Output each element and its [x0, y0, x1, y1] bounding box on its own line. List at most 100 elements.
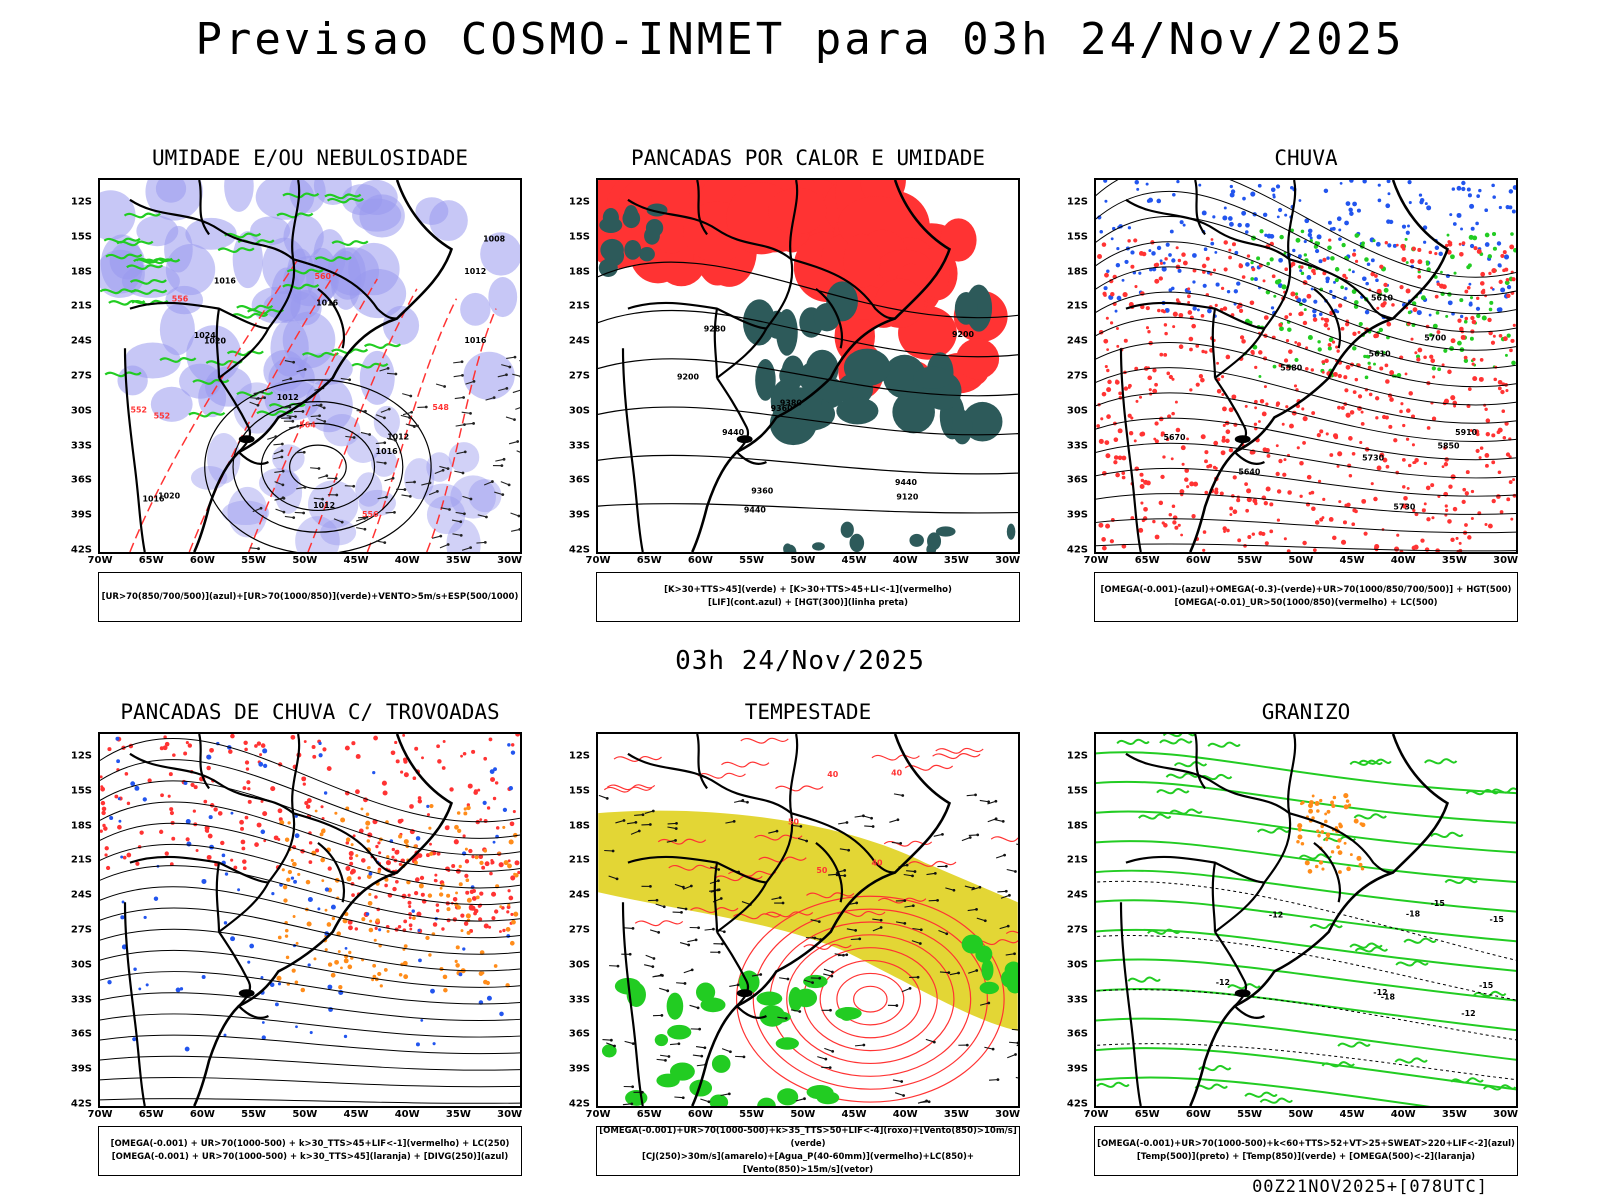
omega-red-dot — [1449, 241, 1453, 245]
omega-blue-dot — [1202, 283, 1207, 288]
omega500-orange-dot — [1343, 804, 1349, 810]
precip-water-contour — [758, 856, 807, 863]
omega-red-dot — [1222, 526, 1227, 531]
omega-blue-dot — [1511, 209, 1516, 214]
thunder-orange-dot — [413, 860, 418, 865]
wind850-vector-head — [870, 816, 873, 820]
omega-red-dot — [1301, 407, 1305, 411]
wind850-green-area — [794, 988, 818, 1008]
wind850-green-area — [700, 997, 726, 1013]
omega-red-dot — [1254, 365, 1258, 369]
omega-red-dot — [1204, 450, 1209, 455]
thunder-red-dot — [452, 917, 457, 922]
precip-water-contour — [837, 910, 886, 917]
wind850-green-area — [1006, 975, 1018, 994]
omega500-orange-dot — [1338, 822, 1342, 826]
omega-blue-dot — [1124, 259, 1129, 264]
wind-vector — [439, 465, 449, 470]
wind850-vector-head — [674, 827, 678, 830]
divergence-blue-dot — [323, 791, 328, 795]
thunder-red-dot — [479, 818, 483, 822]
divergence-blue-dot — [499, 1011, 504, 1017]
omega-red-dot — [1171, 411, 1175, 416]
omega-red-dot — [1189, 347, 1193, 352]
thunder-red-dot — [412, 776, 417, 781]
omega-red-dot — [1302, 320, 1308, 326]
wind-vector-head — [492, 396, 496, 400]
divergence-blue-dot — [430, 988, 435, 994]
thunder-red-dot — [244, 760, 250, 765]
omega-red-dot — [1244, 404, 1248, 408]
omega-red-dot — [1363, 531, 1368, 536]
green-instability-area — [849, 533, 865, 552]
omega500-orange-dot — [1331, 803, 1336, 808]
thunder-red-dot — [241, 846, 246, 851]
omega-blue-dot — [1456, 185, 1462, 191]
contour-label: 1012 — [313, 501, 335, 510]
wind-vector — [519, 359, 520, 362]
green-instability-area — [600, 238, 624, 262]
omega-red-dot — [1246, 254, 1251, 258]
border-line — [735, 451, 767, 465]
omega-red-dot — [1436, 282, 1441, 286]
omega-red-dot — [1509, 244, 1515, 250]
omega-green-dot — [1428, 333, 1433, 337]
wind850-vector — [679, 942, 689, 946]
wind850-green-area — [654, 1034, 669, 1047]
omega-blue-dot — [1325, 279, 1330, 284]
wind-vector-head — [518, 528, 520, 531]
contour-label: -12 — [1373, 988, 1387, 997]
thunder-orange-dot — [455, 891, 458, 895]
wind850-vector-head — [994, 799, 998, 803]
hgt300-contour — [598, 406, 1018, 436]
wind850-vector — [892, 1079, 902, 1083]
lon-tick-label: 50W — [292, 1109, 318, 1120]
thunder-orange-dot — [438, 892, 444, 897]
divergence-blue-dot — [142, 797, 147, 802]
omega500-orange-dot — [1348, 803, 1352, 807]
omega-green-dot — [1294, 357, 1299, 363]
thunder-red-dot — [444, 825, 450, 831]
hgt500-contour — [1096, 467, 1516, 497]
omega-red-dot — [1191, 514, 1196, 519]
omega-blue-dot — [1345, 201, 1351, 206]
contour-label: 9440 — [722, 428, 745, 437]
thunder-orange-dot — [503, 860, 509, 866]
omega-red-dot — [1212, 268, 1217, 272]
wind850-vector-head — [694, 938, 698, 942]
thunder-orange-dot — [466, 897, 472, 903]
wind-vector-head — [469, 546, 472, 549]
border-line — [292, 258, 398, 320]
wind-vector-head — [505, 387, 509, 390]
lat-tick-label: 24S — [568, 335, 590, 347]
thunder-orange-dot — [403, 944, 408, 948]
temp850-contour — [1096, 987, 1516, 1032]
green-instability-area — [776, 308, 798, 356]
humidity-green-contour — [123, 212, 161, 219]
omega-red-dot — [1425, 485, 1431, 491]
thunder-red-dot — [277, 808, 283, 814]
thickness-contour — [307, 288, 418, 552]
omega-red-dot — [1506, 293, 1511, 299]
thunder-red-dot — [139, 830, 144, 835]
wind850-vector-head — [722, 930, 726, 934]
wind850-vector — [667, 822, 677, 825]
omega-red-dot — [1288, 312, 1293, 316]
border-line — [1119, 348, 1142, 552]
lon-tick-label: 60W — [189, 555, 215, 566]
omega-red-dot — [1263, 501, 1268, 506]
omega-red-dot — [1357, 394, 1363, 399]
thunder-red-dot — [354, 927, 359, 931]
thunder-red-dot — [213, 807, 218, 812]
hgt500-contour — [1096, 216, 1516, 315]
omega-green-dot — [1367, 361, 1371, 365]
omega-red-dot — [1329, 453, 1334, 457]
panel-legend: [OMEGA(-0.001)+UR>70(1000-500)+k>35_TTS>… — [596, 1126, 1020, 1176]
omega-red-dot — [1284, 315, 1289, 320]
lat-tick-label: 36S — [70, 1028, 92, 1040]
thunder-orange-dot — [324, 948, 328, 952]
omega-red-dot — [1184, 477, 1189, 482]
lat-tick-label: 12S — [70, 750, 92, 762]
omega-red-dot — [1472, 357, 1476, 362]
omega-red-dot — [1140, 478, 1145, 483]
